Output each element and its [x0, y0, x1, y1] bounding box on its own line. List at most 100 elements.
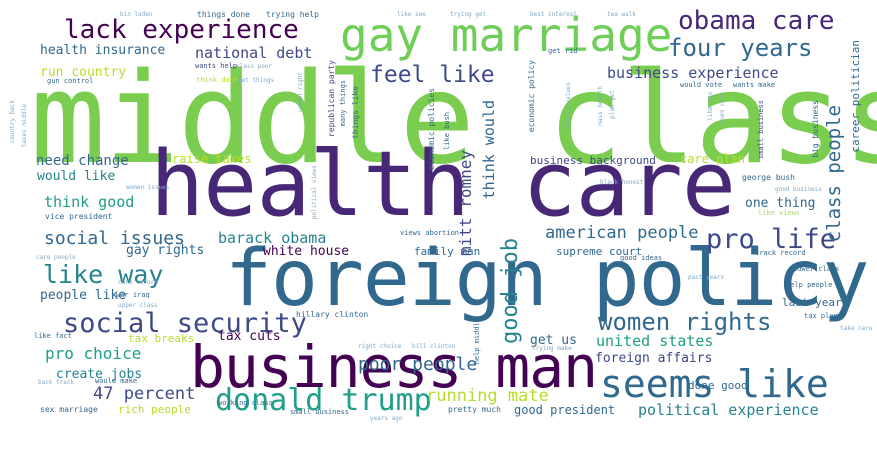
word-create-jobs: create jobs	[56, 367, 143, 382]
word-upper-class: upper class	[118, 302, 158, 309]
word-run-country: run country	[40, 65, 127, 80]
word-help-people: help people	[786, 281, 833, 289]
word-bill-clinton: bill clinton	[412, 343, 456, 350]
word-pro-life: pro life	[706, 224, 837, 255]
word-george-bush: george bush	[742, 173, 795, 182]
word-one-thing: one thing	[745, 196, 816, 211]
word-class-poor: class poor	[236, 63, 273, 70]
word-women-issues: women issues	[126, 184, 170, 191]
word-republican-party: republican party	[327, 60, 336, 138]
word-get-things: get things	[238, 77, 275, 84]
word-pretty-much: pretty much	[448, 405, 501, 414]
word-tax-breaks: tax breaks	[128, 332, 195, 345]
word-good-business: good business	[775, 186, 822, 193]
word-taxes-middle: taxes middle	[21, 104, 28, 148]
word-seem-care: seem care	[719, 92, 726, 125]
word-women-right: women right	[297, 72, 304, 112]
word-tax-plan: tax plan	[804, 312, 838, 320]
word-white-house: white house	[263, 244, 350, 259]
word-tax-cuts: tax cuts	[218, 329, 281, 344]
word-good-job: good job	[498, 238, 523, 344]
word-like-fact: like fact	[34, 332, 72, 340]
word-would-make: would make	[95, 377, 138, 385]
word-good-president: good president	[514, 403, 616, 417]
word-many-things: many things	[339, 80, 347, 127]
word-trying-help: trying help	[266, 10, 319, 19]
word-business-background: business background	[530, 154, 656, 167]
word-done-good: done good	[688, 379, 748, 392]
word-poor-people: poor people	[358, 354, 478, 375]
word-supreme-court: supreme court	[556, 245, 643, 258]
word-big-business: big business	[811, 100, 820, 158]
word-back-track: back track	[38, 379, 75, 386]
word-good-ideas: good ideas	[620, 254, 663, 262]
word-economic-policy: economic policy	[527, 60, 536, 133]
word-foreign-affairs: foreign affairs	[595, 351, 713, 366]
word-family-man: family man	[414, 245, 481, 258]
word-would-vote: would vote	[680, 81, 723, 89]
word-foreign-policy: foreign policy	[225, 234, 869, 324]
word-social-issues: social issues	[44, 228, 185, 249]
word-pro-choice: pro choice	[45, 344, 142, 363]
word-small-business-2: small business	[290, 408, 350, 416]
word-get-rid: get rid	[548, 47, 578, 55]
word-career-politician: career politician	[849, 40, 862, 153]
word-middle-class: middle class	[30, 45, 877, 192]
word-care-plan: care plan	[680, 152, 746, 166]
word-running-mate: running mate	[426, 386, 549, 406]
word-think-done: think done	[196, 76, 239, 84]
word-political-views: political views	[311, 165, 318, 220]
word-gay-rights: gay rights	[126, 243, 205, 258]
word-country-back: country back	[9, 100, 16, 144]
word-american-people: american people	[545, 223, 699, 243]
word-business-man: business man	[190, 333, 598, 401]
word-raise-taxes: raise taxes	[172, 152, 252, 166]
word-business-experience: business experience	[607, 64, 779, 82]
word-plan-get: plan get	[609, 90, 616, 119]
word-hillary-clinton: hillary clinton	[296, 310, 369, 319]
word-gay-marriage: gay marriage	[340, 8, 673, 62]
word-class-people: class people	[823, 105, 845, 243]
word-rich-people: rich people	[118, 403, 191, 416]
word-four-years: four years	[668, 34, 813, 62]
word-need-change: need change	[36, 153, 129, 169]
word-health-care: health care	[150, 132, 736, 237]
word-seems-like: seems like	[600, 362, 829, 406]
word-last-years: last years	[782, 296, 849, 309]
word-help-middle: help middle	[473, 318, 481, 365]
word-small-business: small business	[757, 100, 765, 160]
word-wants-make: wants make	[733, 81, 776, 89]
word-bin-laden: bin laden	[120, 11, 153, 18]
word-health-insurance: health insurance	[40, 43, 166, 58]
word-like-way: like way	[43, 260, 164, 289]
word-like-see: like see	[397, 11, 426, 18]
word-take-care: take care	[840, 325, 873, 332]
word-trying-make: trying make	[532, 345, 572, 352]
word-black-honest: black honest	[600, 179, 644, 186]
word-sex-marriage: sex marriage	[40, 405, 98, 414]
word-political-experience: political experience	[638, 401, 819, 419]
word-feel-like: feel like	[370, 62, 495, 88]
word-lack-experience: lack experience	[64, 15, 299, 45]
word-mitt-romney: mitt romney	[456, 150, 475, 256]
word-like-bush: like bush	[443, 112, 451, 150]
word-right-choice: right choice	[358, 343, 402, 350]
word-war-iraq: war iraq	[116, 291, 150, 299]
word-national-debt: national debt	[195, 44, 313, 62]
word-past-years: past years	[688, 274, 725, 281]
word-like-views: like views	[758, 209, 801, 217]
word-women-rights: women rights	[598, 308, 772, 336]
word-obama-care: obama care	[678, 6, 835, 36]
word-wants-help: wants help	[195, 62, 238, 70]
word-barack-obama: barack obama	[218, 229, 327, 247]
word-gun-control: gun control	[47, 77, 94, 85]
word-united-states: united states	[596, 332, 714, 350]
word-social-security: social security	[63, 308, 307, 339]
word-vice-president: vice president	[45, 212, 113, 221]
word-mass-health: mass health	[597, 86, 604, 126]
word-get-us: get us	[530, 333, 577, 348]
word-care-people: care people	[36, 254, 76, 261]
word-things-like: things like	[351, 86, 360, 139]
word-lower-class: lower class	[793, 265, 840, 273]
